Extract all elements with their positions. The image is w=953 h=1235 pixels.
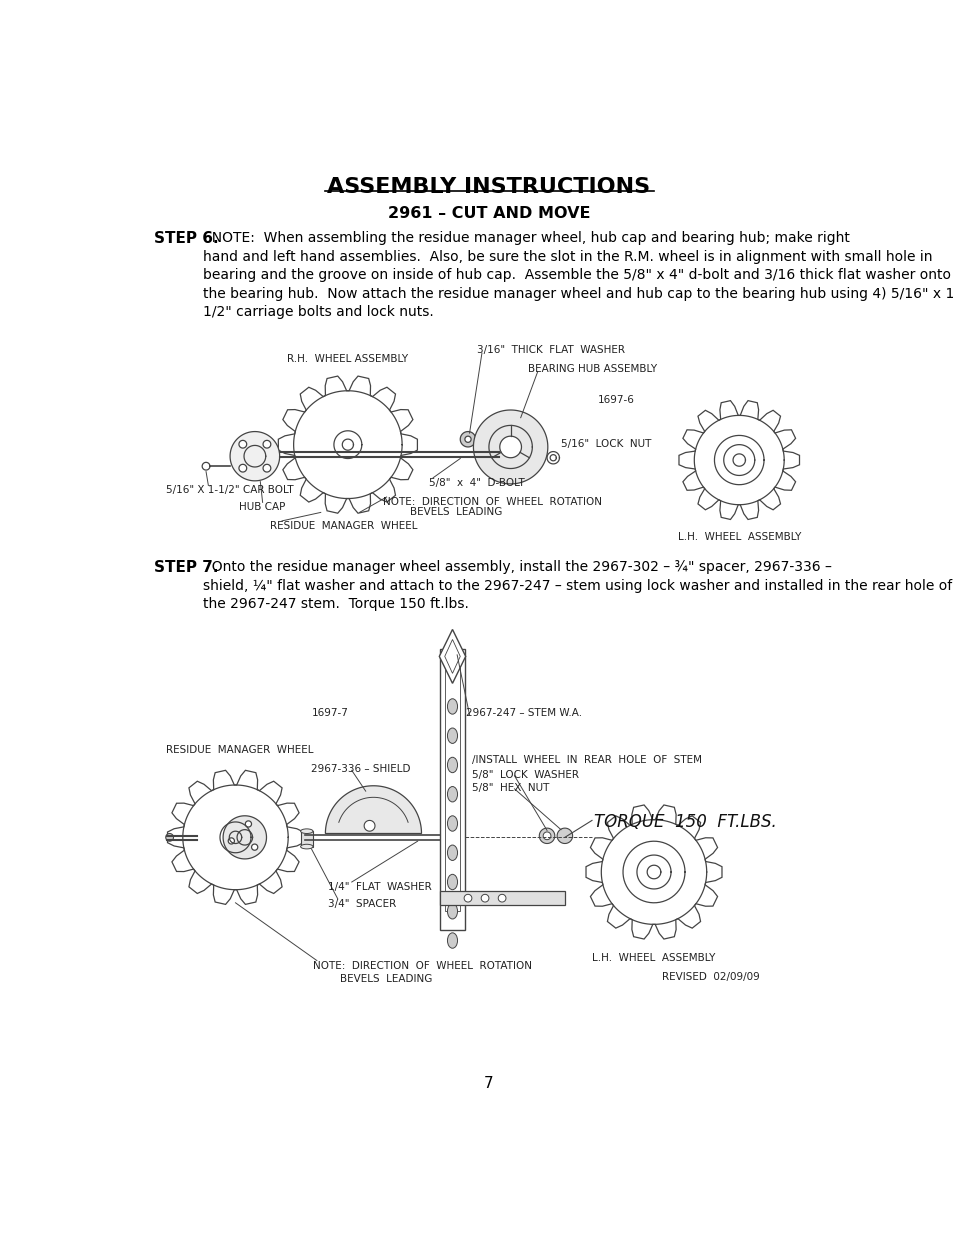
Polygon shape xyxy=(464,894,472,902)
Ellipse shape xyxy=(447,932,457,948)
Text: 1/4"  FLAT  WASHER: 1/4" FLAT WASHER xyxy=(328,882,432,892)
Text: ASSEMBLY INSTRUCTIONS: ASSEMBLY INSTRUCTIONS xyxy=(327,178,650,198)
Text: RESIDUE  MANAGER  WHEEL: RESIDUE MANAGER WHEEL xyxy=(270,521,417,531)
Polygon shape xyxy=(325,785,421,834)
Ellipse shape xyxy=(447,845,457,861)
Polygon shape xyxy=(679,400,799,520)
Polygon shape xyxy=(364,820,375,831)
Polygon shape xyxy=(228,837,234,844)
Text: R.H.  WHEEL ASSEMBLY: R.H. WHEEL ASSEMBLY xyxy=(287,353,408,364)
Text: 2961 – CUT AND MOVE: 2961 – CUT AND MOVE xyxy=(387,206,590,221)
Ellipse shape xyxy=(447,757,457,773)
Text: HUB CAP: HUB CAP xyxy=(239,503,286,513)
Text: BEVELS  LEADING: BEVELS LEADING xyxy=(410,508,501,517)
Polygon shape xyxy=(278,377,417,514)
Polygon shape xyxy=(439,630,465,683)
Text: 5/8"  x  4"  D-BOLT: 5/8" x 4" D-BOLT xyxy=(429,478,524,488)
Ellipse shape xyxy=(300,829,313,834)
Text: 1697-7: 1697-7 xyxy=(311,708,348,718)
Text: Onto the residue manager wheel assembly, install the 2967-302 – ¾" spacer, 2967-: Onto the residue manager wheel assembly,… xyxy=(203,561,951,611)
Bar xyxy=(439,648,464,930)
Text: 1697-6: 1697-6 xyxy=(598,395,635,405)
Text: RESIDUE  MANAGER  WHEEL: RESIDUE MANAGER WHEEL xyxy=(166,745,313,755)
Polygon shape xyxy=(238,464,247,472)
Polygon shape xyxy=(585,805,721,939)
Text: BEARING HUB ASSEMBLY: BEARING HUB ASSEMBLY xyxy=(528,364,657,374)
Polygon shape xyxy=(473,410,547,484)
Polygon shape xyxy=(459,431,476,447)
Text: L.H.  WHEEL  ASSEMBLY: L.H. WHEEL ASSEMBLY xyxy=(677,531,801,542)
Text: 7: 7 xyxy=(483,1076,494,1091)
Ellipse shape xyxy=(447,874,457,889)
Text: TORQUE  150  FT.LBS.: TORQUE 150 FT.LBS. xyxy=(593,813,776,831)
Text: BEVELS  LEADING: BEVELS LEADING xyxy=(340,973,432,983)
Polygon shape xyxy=(557,829,572,844)
Text: NOTE:  When assembling the residue manager wheel, hub cap and bearing hub; make : NOTE: When assembling the residue manage… xyxy=(203,231,953,319)
Polygon shape xyxy=(542,832,550,840)
Polygon shape xyxy=(499,436,521,458)
Text: STEP 7.: STEP 7. xyxy=(154,561,218,576)
Text: 5/8"  HEX  NUT: 5/8" HEX NUT xyxy=(472,783,549,793)
Text: 2967-336 – SHIELD: 2967-336 – SHIELD xyxy=(311,764,411,774)
Ellipse shape xyxy=(447,904,457,919)
Text: REVISED  02/09/09: REVISED 02/09/09 xyxy=(661,972,759,982)
Ellipse shape xyxy=(447,699,457,714)
Polygon shape xyxy=(252,844,257,850)
Polygon shape xyxy=(263,441,271,448)
Polygon shape xyxy=(245,821,252,827)
Text: NOTE:  DIRECTION  OF  WHEEL  ROTATION: NOTE: DIRECTION OF WHEEL ROTATION xyxy=(382,496,601,508)
Polygon shape xyxy=(480,894,488,902)
Text: 3/4"  SPACER: 3/4" SPACER xyxy=(328,899,396,909)
Polygon shape xyxy=(168,771,303,904)
Text: 5/8"  LOCK  WASHER: 5/8" LOCK WASHER xyxy=(472,769,578,779)
Polygon shape xyxy=(263,464,271,472)
Polygon shape xyxy=(497,894,505,902)
Ellipse shape xyxy=(447,816,457,831)
Text: STEP 6.: STEP 6. xyxy=(154,231,218,246)
Text: /INSTALL  WHEEL  IN  REAR  HOLE  OF  STEM: /INSTALL WHEEL IN REAR HOLE OF STEM xyxy=(472,755,701,764)
Ellipse shape xyxy=(447,727,457,743)
Bar xyxy=(439,892,564,905)
Text: 5/16"  LOCK  NUT: 5/16" LOCK NUT xyxy=(560,440,651,450)
Polygon shape xyxy=(223,816,266,858)
Polygon shape xyxy=(238,441,247,448)
Ellipse shape xyxy=(447,787,457,802)
Bar xyxy=(300,831,313,846)
Text: NOTE:  DIRECTION  OF  WHEEL  ROTATION: NOTE: DIRECTION OF WHEEL ROTATION xyxy=(313,961,532,971)
Polygon shape xyxy=(230,431,279,480)
Polygon shape xyxy=(444,640,459,673)
Polygon shape xyxy=(166,834,173,841)
Text: 3/16"  THICK  FLAT  WASHER: 3/16" THICK FLAT WASHER xyxy=(476,346,624,356)
Bar xyxy=(444,652,459,910)
Text: 2967-247 – STEM W.A.: 2967-247 – STEM W.A. xyxy=(466,708,582,718)
Polygon shape xyxy=(538,829,555,844)
Text: L.H.  WHEEL  ASSEMBLY: L.H. WHEEL ASSEMBLY xyxy=(592,953,715,963)
Ellipse shape xyxy=(300,845,313,848)
Text: 5/16" X 1-1/2" CAR BOLT: 5/16" X 1-1/2" CAR BOLT xyxy=(166,485,294,495)
Polygon shape xyxy=(464,436,471,442)
